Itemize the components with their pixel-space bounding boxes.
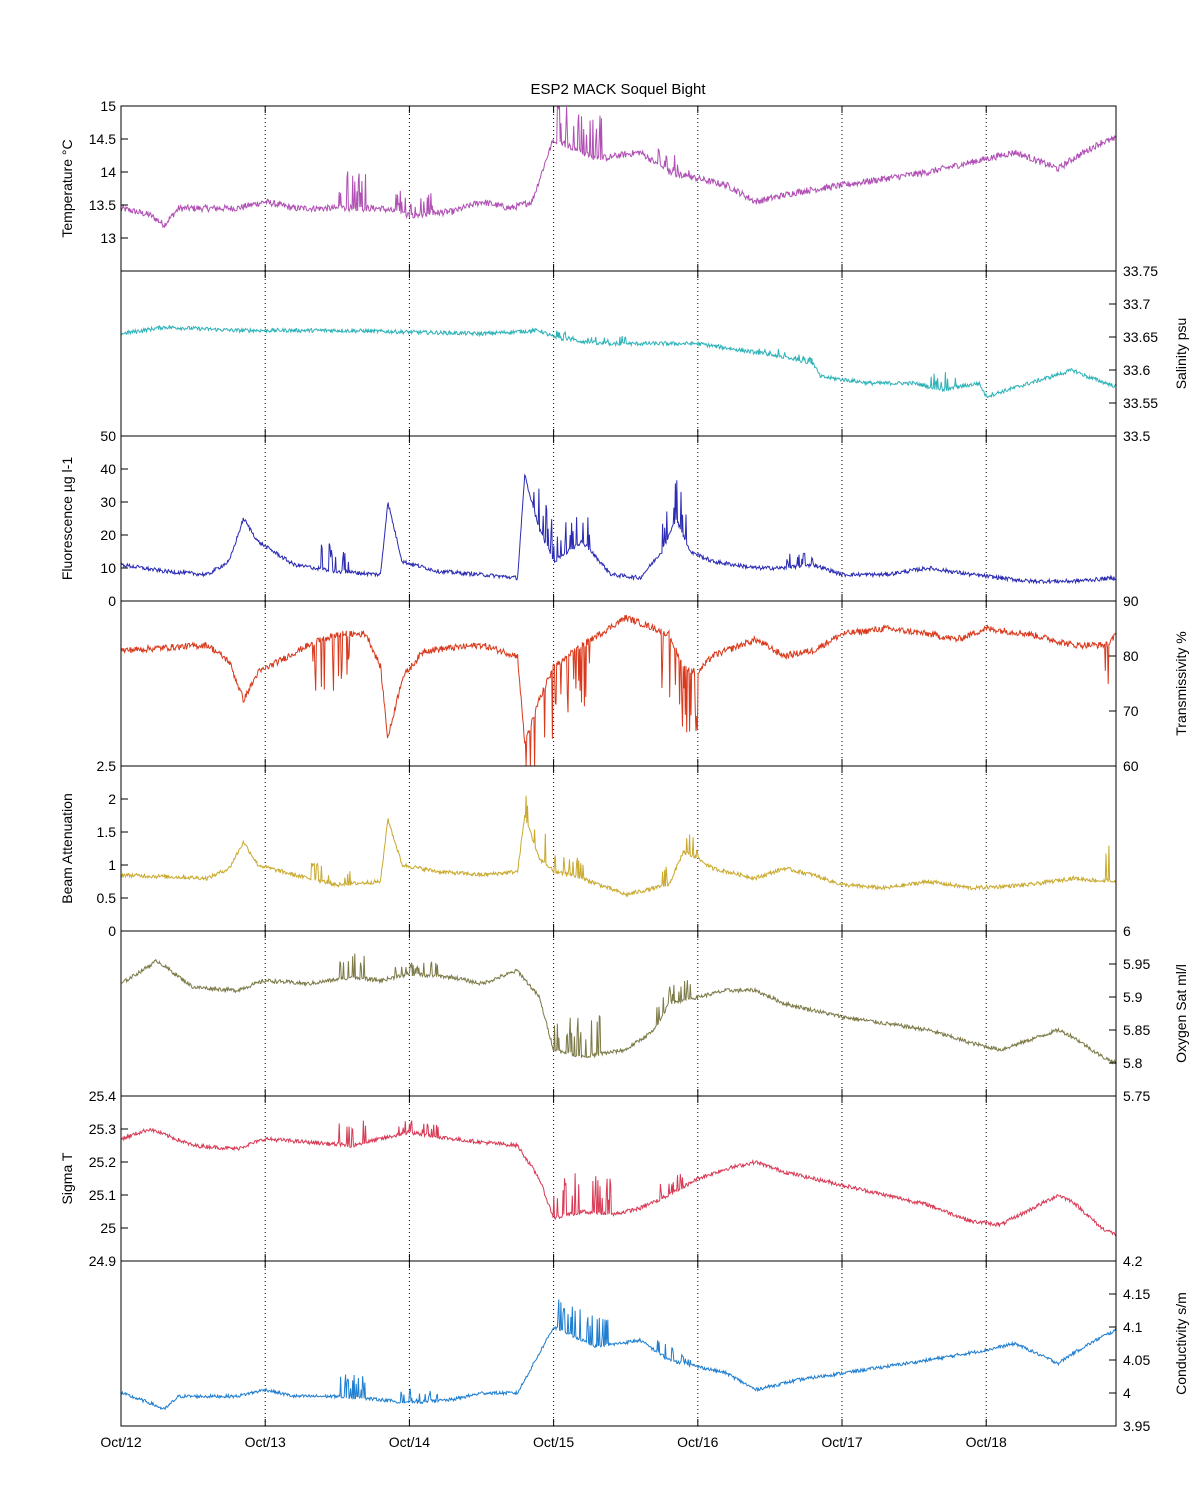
panel-6: 24.9 25 25.1 25.2 25.3 25.4 Sigma T (59, 1088, 1117, 1269)
y-axis-label: Sigma T (59, 1152, 75, 1204)
y-tick-label: 15 (100, 98, 116, 114)
y-tick-label: 80 (1123, 648, 1139, 664)
y-tick-label: 1 (108, 857, 116, 873)
y-tick-label: 25 (100, 1220, 116, 1236)
y-tick-label: 14.5 (89, 131, 116, 147)
y-tick-label: 25.4 (89, 1088, 116, 1104)
y-tick-label: 90 (1123, 593, 1139, 609)
x-tick-label: Oct/18 (966, 1434, 1007, 1450)
y-tick-label: 4.15 (1123, 1286, 1150, 1302)
series-line (120, 953, 1117, 1065)
y-tick-label: 25.3 (89, 1121, 116, 1137)
y-tick-label: 33.6 (1123, 362, 1150, 378)
series-line (120, 324, 1117, 399)
y-tick-label: 30 (100, 494, 116, 510)
y-tick-label: 4.1 (1123, 1319, 1143, 1335)
y-tick-label: 33.55 (1123, 395, 1158, 411)
x-tick-label: Oct/14 (389, 1434, 430, 1450)
y-axis-label: Fluorescence µg l-1 (59, 457, 75, 580)
panel-frame (120, 1260, 1117, 1427)
x-tick-label: Oct/13 (245, 1434, 286, 1450)
x-tick-label: Oct/15 (533, 1434, 574, 1450)
y-tick-label: 0.5 (97, 890, 117, 906)
y-tick-label: 24.9 (89, 1253, 116, 1269)
x-axis-ticks: Oct/12 Oct/13 Oct/14 Oct/15 Oct/16 Oct/17 Oct/… (100, 1434, 1007, 1450)
series-line (120, 105, 1117, 229)
y-tick-label: 5.8 (1123, 1055, 1143, 1071)
panel-frame (120, 270, 1117, 437)
chart-title: ESP2 MACK Soquel Bight (530, 81, 706, 98)
y-tick-label: 70 (1123, 703, 1139, 719)
y-tick-label: 50 (100, 428, 116, 444)
y-axis-label: Conductivity s/m (1173, 1292, 1189, 1395)
panel-5: 5.75 5.8 5.85 5.9 5.95 6 Oxygen Sat ml/l (120, 923, 1189, 1104)
x-tick-label: Oct/16 (677, 1434, 718, 1450)
y-tick-label: 13 (100, 230, 116, 246)
y-tick-label: 5.75 (1123, 1088, 1150, 1104)
x-tick-label: Oct/17 (821, 1434, 862, 1450)
y-tick-label: 1.5 (97, 824, 117, 840)
panel-2: 0 10 20 30 40 50 Fluorescence µg l-1 (59, 428, 1117, 609)
series-line (120, 473, 1117, 585)
y-tick-label: 33.7 (1123, 296, 1150, 312)
y-tick-label: 25.2 (89, 1154, 116, 1170)
y-axis-label: Salinity psu (1173, 318, 1189, 390)
y-tick-label: 5.95 (1123, 956, 1150, 972)
y-tick-label: 13.5 (89, 197, 116, 213)
y-axis-label: Temperature °C (59, 139, 75, 237)
series-line (120, 614, 1117, 767)
y-tick-label: 25.1 (89, 1187, 116, 1203)
y-tick-label: 5.85 (1123, 1022, 1150, 1038)
y-tick-label: 4.2 (1123, 1253, 1143, 1269)
y-tick-label: 14 (100, 164, 116, 180)
y-tick-label: 2 (108, 791, 116, 807)
panel-frame (120, 930, 1117, 1097)
series-line (120, 1299, 1117, 1411)
series-line (120, 1120, 1117, 1237)
y-tick-label: 33.75 (1123, 263, 1158, 279)
series-line (120, 795, 1117, 898)
panel-7: 3.95 4 4.05 4.1 4.15 4.2 Conductivity s/m (120, 1253, 1189, 1434)
panel-0: 13 13.5 14 14.5 15 Temperature °C (59, 98, 1117, 272)
y-axis-label: Beam Attenuation (59, 793, 75, 904)
y-tick-label: 40 (100, 461, 116, 477)
panel-frame (120, 105, 1117, 272)
panel-1: 33.5 33.55 33.6 33.65 33.7 33.75 Salinity psu (120, 263, 1189, 444)
y-tick-label: 33.5 (1123, 428, 1150, 444)
panel-4: 0 0.5 1 1.5 2 2.5 Beam Attenuation (59, 758, 1117, 939)
panel-frame (120, 765, 1117, 932)
y-tick-label: 4.05 (1123, 1352, 1150, 1368)
y-axis-label: Transmissivity % (1173, 631, 1189, 736)
panel-3: 60 70 80 90 Transmissivity % (120, 593, 1189, 774)
x-tick-label: Oct/12 (100, 1434, 141, 1450)
panel-frame (120, 600, 1117, 767)
y-tick-label: 2.5 (97, 758, 117, 774)
y-tick-label: 3.95 (1123, 1418, 1150, 1434)
y-tick-label: 5.9 (1123, 989, 1143, 1005)
y-tick-label: 6 (1123, 923, 1131, 939)
y-tick-label: 60 (1123, 758, 1139, 774)
y-axis-label: Oxygen Sat ml/l (1173, 964, 1189, 1063)
y-tick-label: 10 (100, 560, 116, 576)
y-tick-label: 0 (108, 593, 116, 609)
y-tick-label: 33.65 (1123, 329, 1158, 345)
panel-frame (120, 1095, 1117, 1262)
y-tick-label: 20 (100, 527, 116, 543)
y-tick-label: 4 (1123, 1385, 1131, 1401)
y-tick-label: 0 (108, 923, 116, 939)
